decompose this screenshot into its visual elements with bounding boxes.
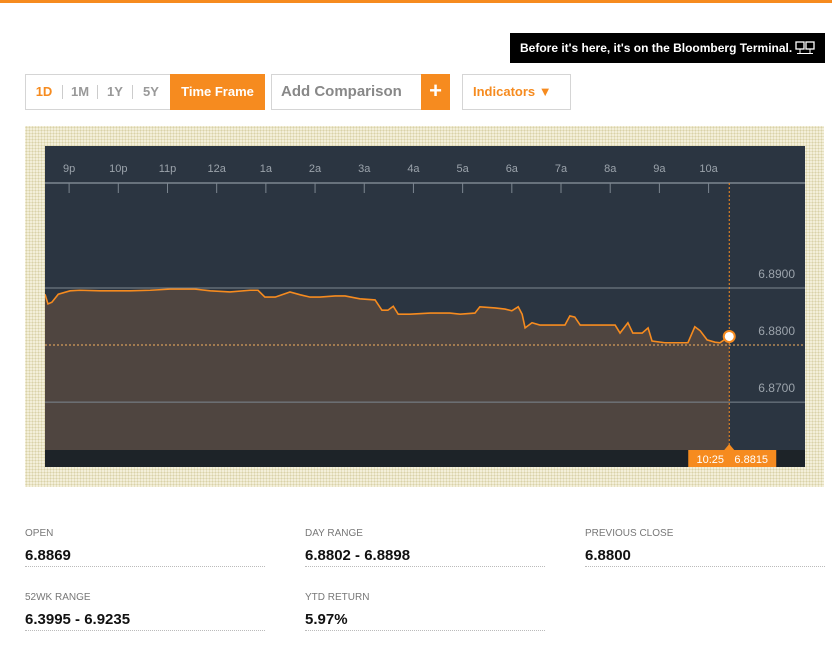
stat: PREVIOUS CLOSE 6.8800 [585, 528, 825, 567]
x-tick-label: 8a [604, 163, 617, 175]
x-tick-label: 9p [63, 163, 75, 175]
x-tick-label: 9a [653, 163, 666, 175]
area-fill [45, 289, 730, 450]
y-tick-label: 6.8700 [758, 381, 795, 395]
stat-value: 6.8869 [25, 547, 71, 564]
stat: 52WK RANGE 6.3995 - 6.9235 [25, 592, 265, 631]
banner-text: Before it's here, it's on the Bloomberg … [520, 41, 793, 55]
x-tick-label: 4a [407, 163, 420, 175]
range-button[interactable]: 1M [70, 84, 90, 99]
terminal-banner[interactable]: Before it's here, it's on the Bloomberg … [510, 33, 825, 63]
stat: DAY RANGE 6.8802 - 6.8898 [305, 528, 545, 567]
stat: OPEN 6.8869 [25, 528, 265, 567]
separator [132, 85, 133, 99]
stat: YTD RETURN 5.97% [305, 592, 545, 631]
x-tick-label: 12a [207, 163, 226, 175]
separator [97, 85, 98, 99]
x-tick-label: 1a [260, 163, 273, 175]
x-tick-label: 6a [506, 163, 519, 175]
top-bar [0, 0, 832, 3]
last-point [722, 329, 736, 343]
cursor-label-box [688, 450, 777, 467]
bottom-bar [45, 450, 805, 467]
comparison-input[interactable]: Add Comparison [271, 74, 422, 110]
indicators-dropdown[interactable]: Indicators ▼ [462, 74, 571, 110]
stat-value: 5.97% [305, 611, 348, 628]
cursor-time: 10:25 [696, 454, 724, 466]
stat-value: 6.3995 - 6.9235 [25, 611, 131, 628]
stat-label: 52WK RANGE [25, 592, 91, 603]
range-button[interactable]: 5Y [143, 84, 159, 99]
stat-value: 6.8800 [585, 547, 631, 564]
y-tick-label: 6.8800 [758, 324, 795, 338]
stat-label: DAY RANGE [305, 528, 363, 539]
x-tick-label: 10p [109, 163, 127, 175]
x-tick-label: 2a [309, 163, 322, 175]
x-tick-label: 7a [555, 163, 568, 175]
add-button[interactable]: + [421, 74, 450, 110]
stat-label: OPEN [25, 528, 54, 539]
y-tick-label: 6.8900 [758, 267, 795, 281]
time-frame-button[interactable]: Time Frame [170, 74, 265, 110]
range-group: 1D 1M 1Y 5Y [25, 74, 265, 110]
cursor-pointer [724, 444, 735, 450]
chart: 6.8700 6.8800 6.8900 9p 10p 11p 12a 1a 2a 3a 4a 5a 6… [45, 146, 805, 467]
separator [62, 85, 63, 99]
cursor-value: 6.8815 [734, 454, 768, 466]
x-tick-label: 11p [159, 163, 177, 175]
x-tick-label: 3a [358, 163, 371, 175]
terminal-icon [795, 41, 815, 54]
range-button[interactable]: 1D [35, 84, 53, 99]
range-button[interactable]: 1Y [107, 84, 123, 99]
price-line [45, 288, 730, 344]
stat-value: 6.8802 - 6.8898 [305, 547, 411, 564]
x-tick-label: 5a [457, 163, 470, 175]
x-tick-label: 10a [699, 163, 718, 175]
stat-label: PREVIOUS CLOSE [585, 528, 674, 539]
stat-label: YTD RETURN [305, 592, 370, 603]
